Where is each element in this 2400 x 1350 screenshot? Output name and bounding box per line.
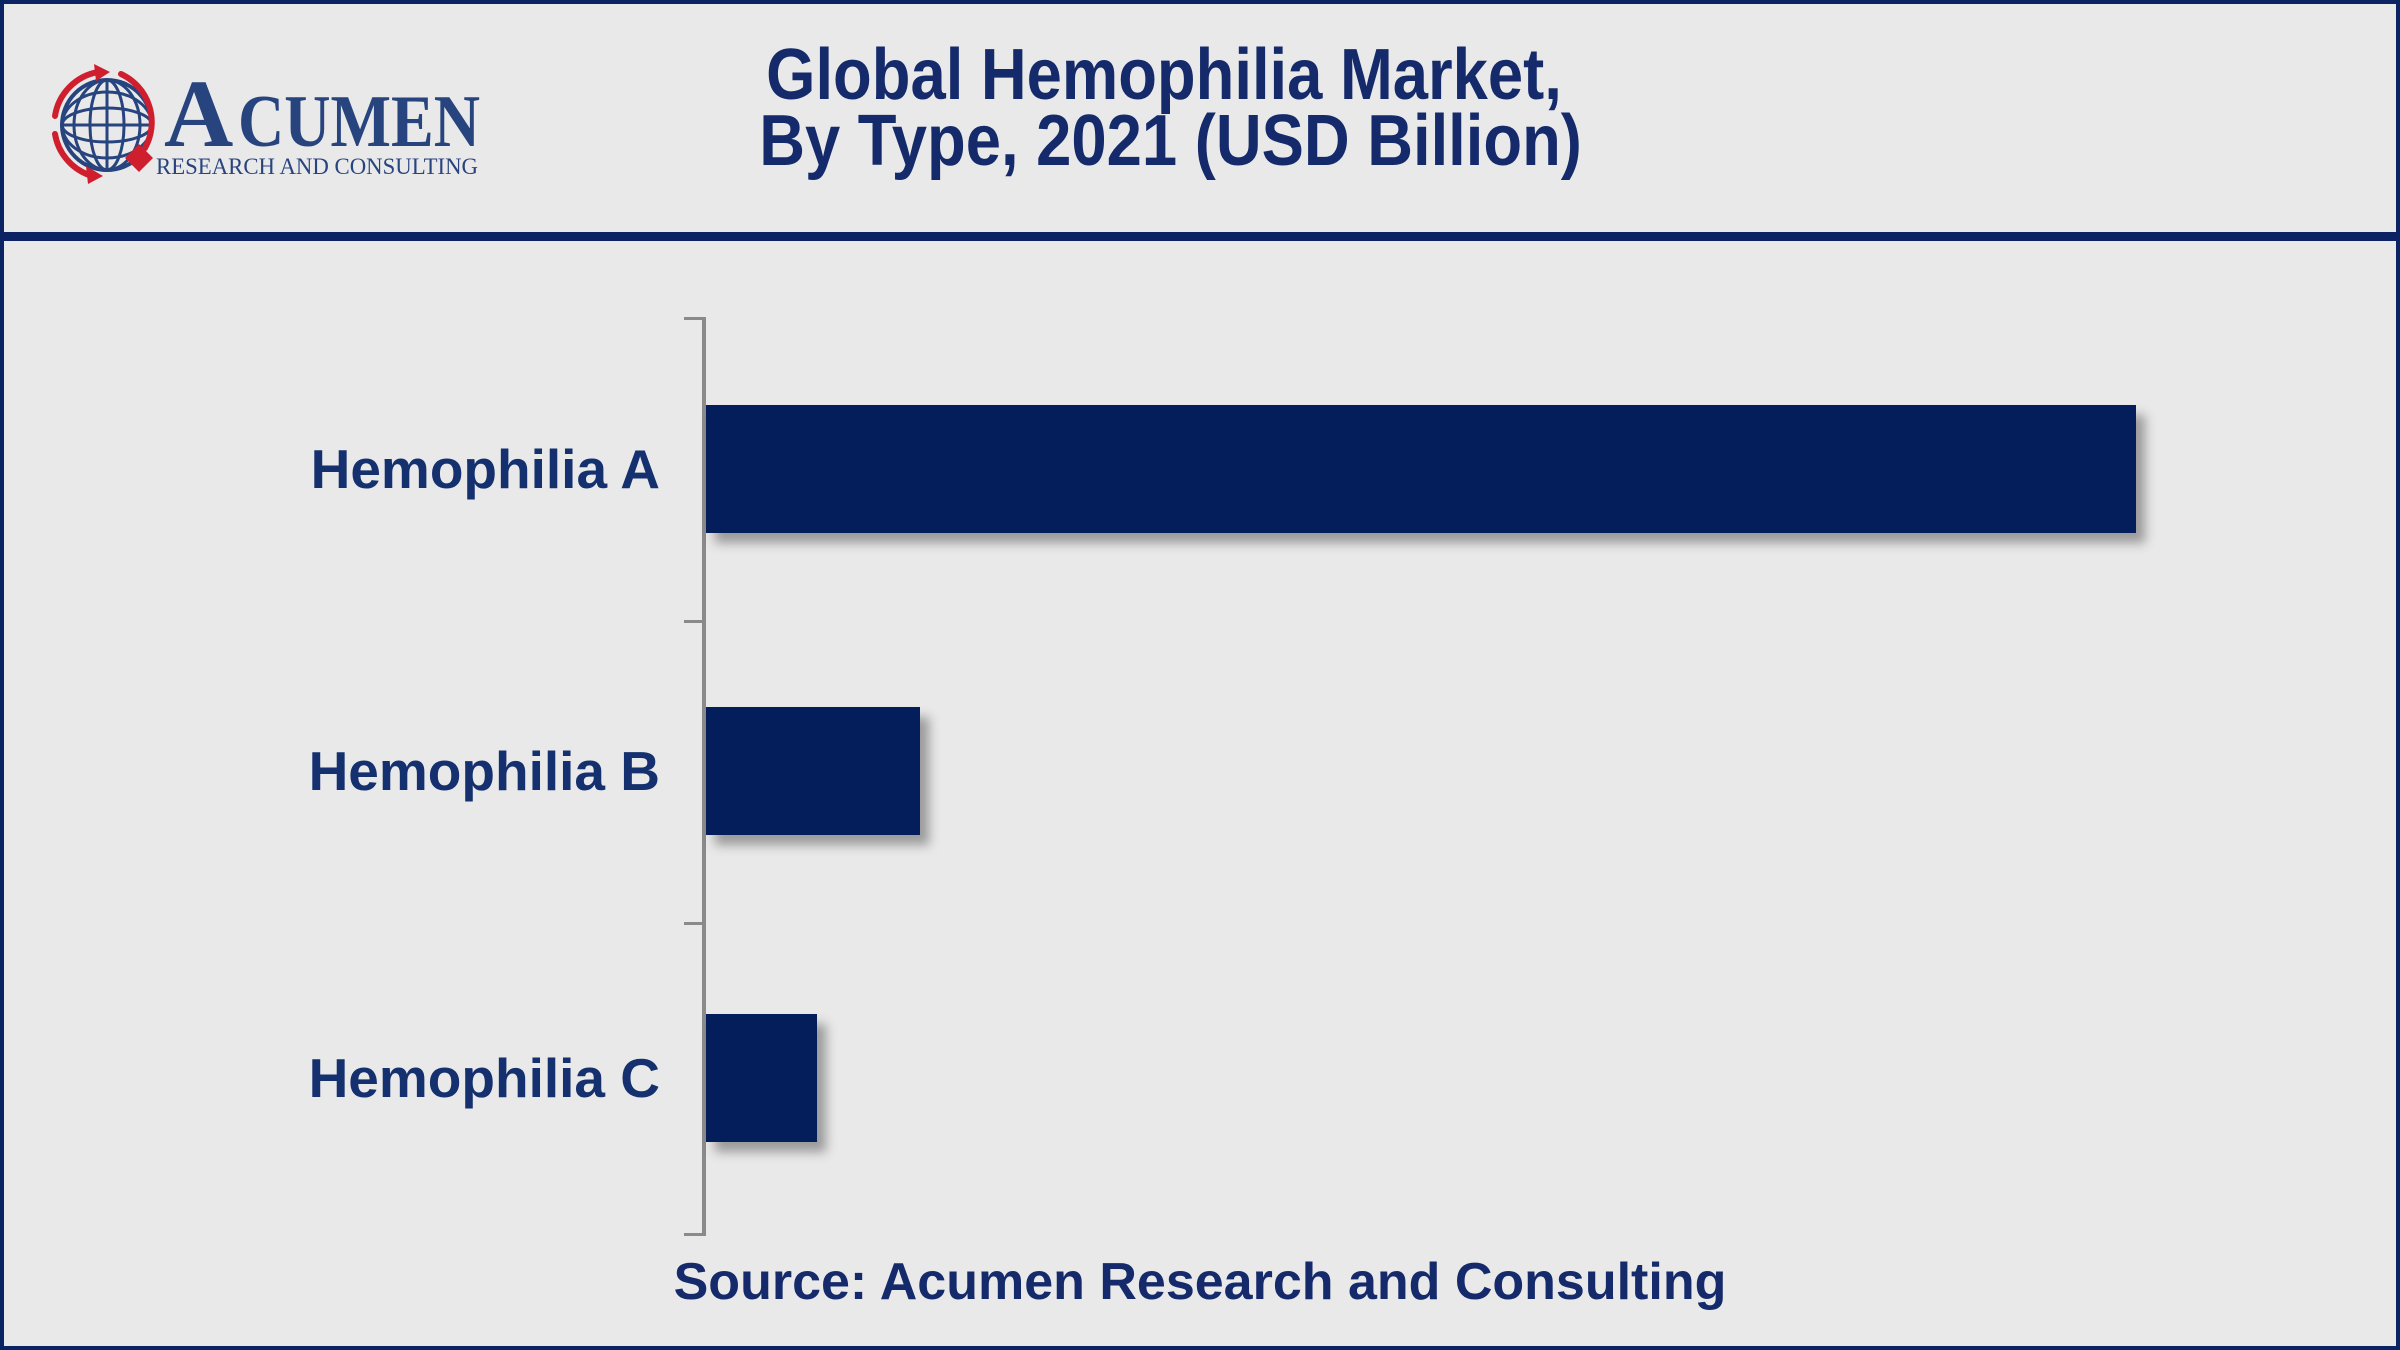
header-divider (4, 232, 2396, 241)
axis-tick-3 (684, 922, 703, 925)
bar-chart: Hemophilia A Hemophilia B Hemophilia C (4, 241, 2396, 1346)
red-orbit-arrows-icon (52, 64, 155, 184)
bar-hemophilia-b (706, 707, 921, 835)
source-attribution: Source: Acumen Research and Consulting (673, 1253, 1727, 1311)
chart-title: Global Hemophilia Market, By Type, 2021 … (759, 35, 1582, 181)
category-label-hemophilia-a: Hemophilia A (310, 437, 660, 500)
logo-brand-initial: A (164, 62, 233, 167)
logo-tagline-text: RESEARCH AND CONSULTING (156, 154, 478, 179)
category-label-hemophilia-c: Hemophilia C (308, 1046, 660, 1109)
red-diamond-icon (125, 144, 153, 172)
bar-area (706, 922, 2392, 1233)
axis-tick-2 (684, 620, 703, 623)
chart-title-line2: By Type, 2021 (USD Billion) (759, 101, 1582, 181)
category-axis-line (702, 317, 706, 1236)
logo-brand-text: CUMEN (238, 81, 480, 163)
bar-hemophilia-a (706, 404, 2136, 533)
axis-tick-bottom (684, 1233, 703, 1236)
category-label-hemophilia-b: Hemophilia B (308, 740, 660, 802)
acumen-logo: A CUMEN RESEARCH AND CONSULTING (52, 62, 480, 184)
bar-hemophilia-c (706, 1013, 818, 1142)
chart-title-line1: Global Hemophilia Market, (766, 35, 1562, 115)
bar-row-hemophilia-a: Hemophilia A (4, 317, 2396, 620)
bar-area (706, 317, 2392, 620)
header: A CUMEN RESEARCH AND CONSULTING Global H… (4, 4, 2396, 232)
bar-row-hemophilia-b: Hemophilia B (4, 620, 2396, 922)
bar-area (706, 620, 2392, 922)
bar-row-hemophilia-c: Hemophilia C (4, 922, 2396, 1233)
axis-tick-top (684, 317, 703, 320)
